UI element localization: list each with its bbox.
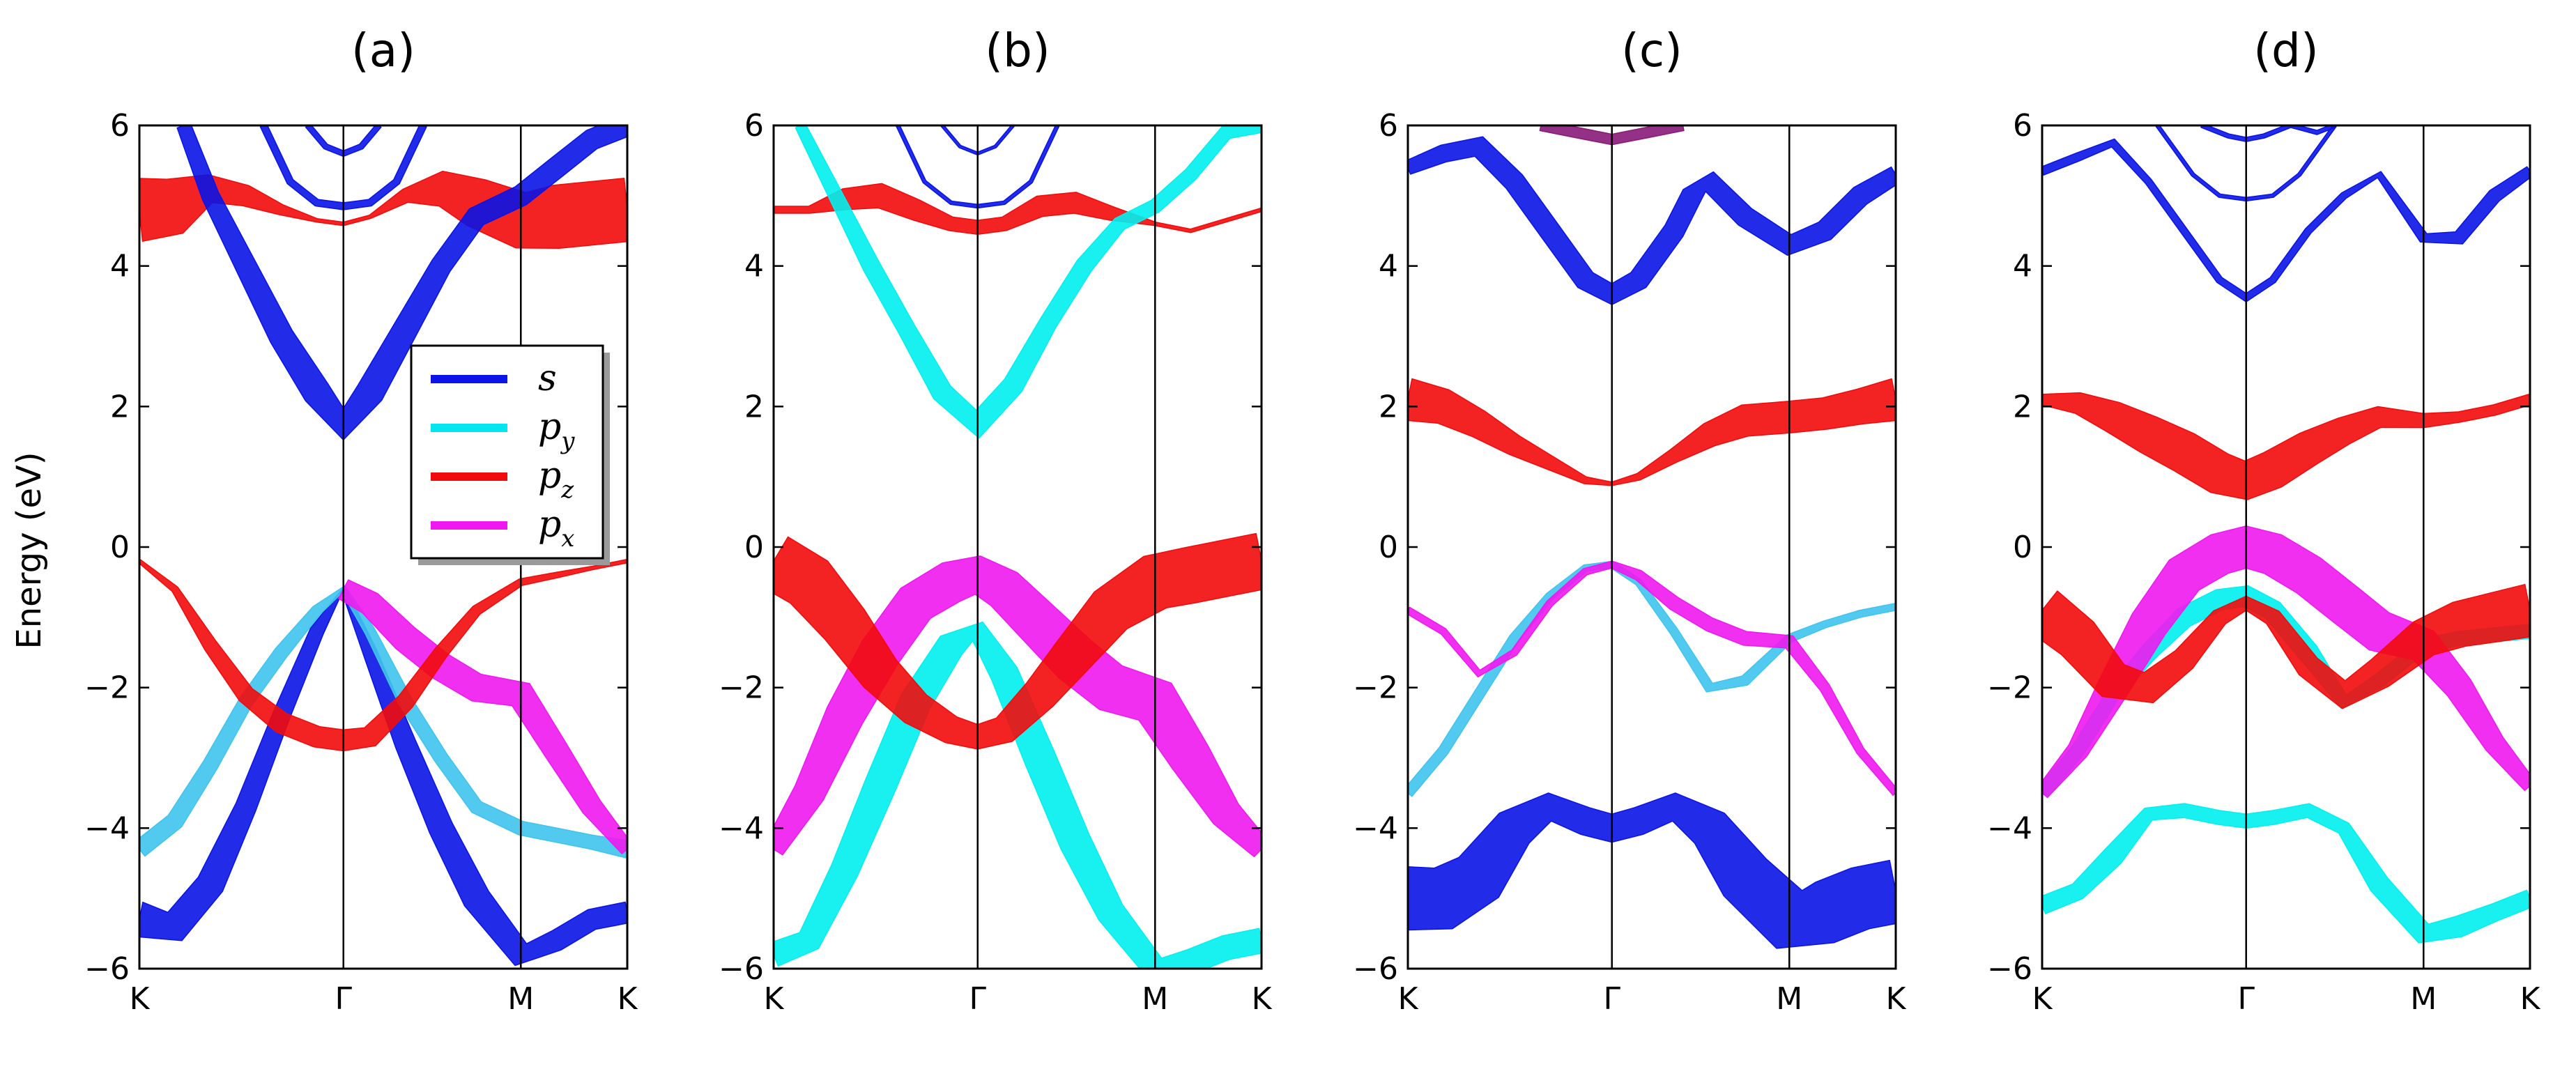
y-tick-label: 2 (110, 389, 130, 424)
panel-title: (b) (985, 24, 1050, 77)
x-tick-label: M (507, 981, 534, 1017)
y-tick-label: 6 (744, 108, 764, 144)
band-band-s-v1 (1408, 792, 1896, 949)
y-tick-label: 4 (2013, 249, 2032, 284)
y-tick-label: −6 (1353, 951, 1398, 987)
x-tick-label: M (1776, 981, 1802, 1017)
x-tick-label: Γ (1603, 981, 1620, 1017)
legend-label-base: p (538, 455, 561, 497)
band-band-px-v3 (1408, 560, 1896, 796)
panel-title: (c) (1621, 24, 1682, 77)
band-band-s-c2 (176, 125, 627, 440)
panel-a: (a) −6 −4 −2 0 2 4 6 K Γ M K (84, 24, 638, 1017)
panel-title: (d) (2253, 24, 2318, 77)
panel-b: (b) −6 −4 −2 0 2 4 6 K Γ M K (719, 24, 1272, 1017)
band-band-pz-c1 (139, 170, 627, 249)
y-tick-label: 0 (744, 530, 764, 565)
bands (774, 125, 1262, 969)
panel-d: (d) −6 −4 −2 0 2 4 6 K Γ M K (1987, 24, 2540, 1017)
x-tick-label: Γ (2237, 981, 2255, 1017)
y-tick-label: 2 (2013, 389, 2032, 424)
panel-c: (c) −6 −4 −2 0 2 4 6 K Γ M K (1353, 24, 1906, 1017)
y-tick-label: −2 (1987, 670, 2032, 706)
y-tick-label: 4 (1379, 249, 1398, 284)
bands (1408, 125, 1896, 949)
legend-label-sub: z (560, 476, 574, 504)
y-tick-label: 6 (1379, 108, 1398, 144)
legend-label: pz (538, 455, 574, 504)
y-tick-label: −4 (1353, 810, 1398, 846)
legend-label: px (538, 504, 574, 553)
x-tick-label: K (2520, 981, 2541, 1017)
y-axis-title: Energy (eV) (10, 452, 49, 649)
x-tick-label: M (2410, 981, 2437, 1017)
y-tick-label: −6 (719, 951, 764, 987)
band-band-px-v3 (337, 579, 627, 854)
y-tick-label: −2 (1353, 670, 1398, 706)
y-tick-label: 6 (110, 108, 130, 144)
band-band-py-v2 (139, 585, 627, 859)
legend-label: s (538, 357, 557, 399)
band-band-px-v2 (774, 555, 1262, 858)
band-band-pz-c1 (2042, 392, 2530, 500)
band-band-py-v1 (2042, 803, 2530, 944)
x-tick-label: Γ (969, 981, 986, 1017)
band-band-mix-c2 (2042, 138, 2530, 302)
y-tick-label: 2 (744, 389, 764, 424)
x-tick-label: K (764, 981, 785, 1017)
x-tick-label: K (1886, 981, 1907, 1017)
x-tick-label: K (1252, 981, 1273, 1017)
band-band-s-c3 (2155, 125, 2337, 202)
legend-label-base: s (538, 357, 557, 399)
band-band-py-v1 (774, 621, 1262, 969)
panels: (a) −6 −4 −2 0 2 4 6 K Γ M K (b) −6 −4 −2 0 2 4 6 K Γ M K (c) −6 −… (84, 24, 2540, 1017)
band-band-s-c3 (896, 125, 1060, 209)
legend-label-base: p (538, 406, 561, 448)
y-tick-label: 6 (2013, 108, 2032, 144)
legend-label-base: p (538, 504, 561, 546)
y-tick-label: −6 (1987, 951, 2032, 987)
x-tick-label: Γ (335, 981, 352, 1017)
band-band-pz-c1 (1408, 378, 1896, 486)
legend-label: py (538, 406, 575, 455)
band-band-s-c4 (305, 125, 382, 157)
y-tick-label: 4 (110, 249, 130, 284)
x-tick-label: K (2032, 981, 2053, 1017)
band-band-s-c4 (940, 125, 1015, 156)
band-band-pz-v4 (2042, 583, 2530, 709)
band-band-s-c3 (259, 125, 427, 210)
legend-label-sub: y (560, 427, 575, 455)
band-band-pz-v3 (774, 532, 1262, 750)
y-tick-label: −4 (1987, 810, 2032, 846)
band-band-s-c2 (1408, 136, 1896, 305)
y-tick-label: 0 (2013, 530, 2032, 565)
x-tick-label: K (618, 981, 638, 1017)
y-tick-label: 4 (744, 249, 764, 284)
band-band-s-c4 (2200, 125, 2336, 142)
bands (2042, 125, 2530, 944)
y-tick-label: 0 (110, 530, 130, 565)
band-band-px-v3 (2042, 525, 2530, 799)
y-tick-label: −4 (84, 810, 130, 846)
y-tick-label: −2 (719, 670, 764, 706)
panel-title: (a) (351, 24, 415, 77)
x-tick-label: K (1398, 981, 1419, 1017)
x-tick-label: K (130, 981, 151, 1017)
band-band-mix-c2 (795, 125, 1262, 439)
legend-label-sub: x (561, 525, 574, 553)
y-tick-label: 2 (1379, 389, 1398, 424)
x-tick-label: M (1142, 981, 1168, 1017)
y-tick-label: −2 (84, 670, 130, 706)
y-tick-label: −6 (84, 951, 130, 987)
y-tick-label: −4 (719, 810, 764, 846)
y-tick-label: 0 (1379, 530, 1398, 565)
bands (139, 125, 627, 967)
